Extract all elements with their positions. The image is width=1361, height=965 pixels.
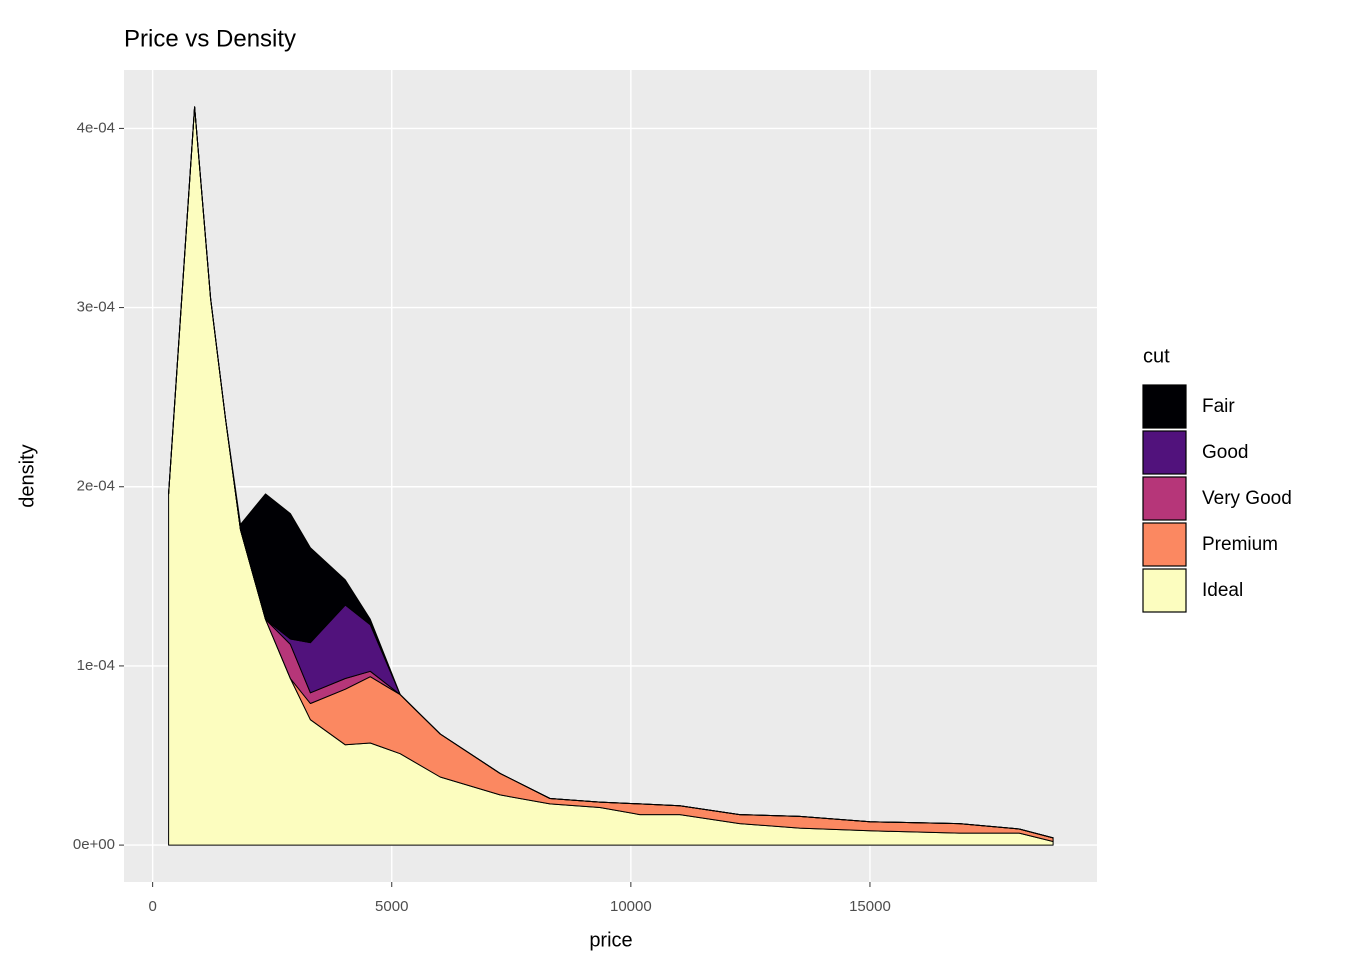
x-tick-label: 15000 <box>849 898 891 915</box>
legend-label: Ideal <box>1202 580 1243 601</box>
x-axis-title: price <box>589 929 632 951</box>
x-tick-label: 5000 <box>375 898 408 915</box>
legend-label: Fair <box>1202 396 1235 417</box>
density-area <box>168 106 1054 839</box>
legend-key <box>1142 384 1187 429</box>
x-tick-label: 0 <box>148 898 156 915</box>
y-tick-label: 4e-04 <box>77 119 115 136</box>
legend-label: Premium <box>1202 534 1278 555</box>
legend-key <box>1142 522 1187 567</box>
y-tick-label: 1e-04 <box>77 657 115 674</box>
legend-key <box>1142 568 1187 613</box>
y-tick-label: 0e+00 <box>73 836 115 853</box>
x-tick-label: 10000 <box>610 898 652 915</box>
legend-label: Very Good <box>1202 488 1292 509</box>
legend-key <box>1142 430 1187 475</box>
y-axis-title: density <box>16 444 38 507</box>
legend-title: cut <box>1143 345 1170 367</box>
legend-label: Good <box>1202 442 1248 463</box>
y-tick-label: 3e-04 <box>77 299 115 316</box>
chart-title: Price vs Density <box>124 25 296 52</box>
legend-key <box>1142 476 1187 521</box>
y-tick-label: 2e-04 <box>77 478 115 495</box>
